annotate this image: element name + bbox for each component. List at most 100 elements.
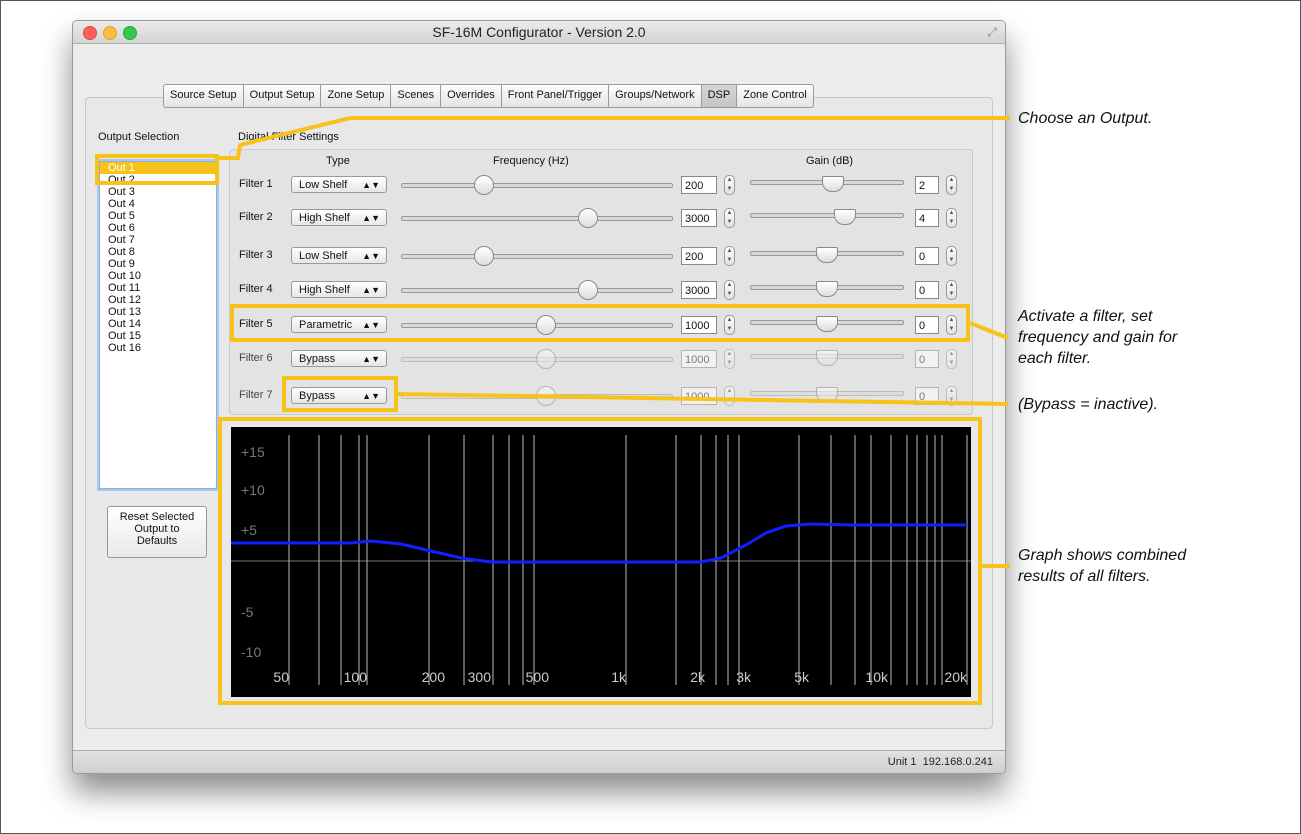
connector-choose [218,116,1010,160]
tab-output-setup[interactable]: Output Setup [244,85,322,107]
gain-slider[interactable] [750,213,904,218]
frequency-slider-knob[interactable] [578,280,598,300]
frequency-slider[interactable] [401,183,673,188]
x-tick-label: 50 [273,669,289,685]
tab-front-panel-trigger[interactable]: Front Panel/Trigger [502,85,610,107]
gain-stepper[interactable]: ▲ ▼ [946,175,957,195]
list-item[interactable]: Out 13 [108,306,142,318]
gain-slider-knob[interactable] [816,281,838,297]
list-item[interactable]: Out 8 [108,246,135,258]
filter-label: Filter 7 [239,389,273,401]
tab-dsp[interactable]: DSP [701,85,738,107]
note-graph: Graph shows combined results of all filt… [1018,545,1186,587]
list-item[interactable]: Out 7 [108,234,135,246]
vertical-gridlines [288,435,968,685]
tab-zone-setup[interactable]: Zone Setup [321,85,392,107]
filter-type-value: Parametric [299,319,353,331]
list-item[interactable]: Out 6 [108,222,135,234]
frequency-slider[interactable] [401,288,673,293]
title-bar[interactable]: SF-16M Configurator - Version 2.0 ⤢ [73,21,1005,44]
zoom-window-button[interactable] [123,26,137,40]
y-tick-label: -5 [241,604,254,620]
gain-field[interactable]: 0 [915,350,939,368]
frequency-slider-knob[interactable] [474,175,494,195]
gain-field[interactable]: 0 [915,316,939,334]
gain-stepper[interactable]: ▲ ▼ [946,386,957,406]
filter-type-select[interactable]: Bypass ▲▼ [291,387,387,404]
frequency-field[interactable]: 3000 [681,281,717,299]
frequency-field[interactable]: 3000 [681,209,717,227]
frequency-field[interactable]: 1000 [681,316,717,334]
frequency-slider[interactable] [401,254,673,259]
gain-field[interactable]: 0 [915,247,939,265]
close-window-button[interactable] [83,26,97,40]
filter-label: Filter 5 [239,318,273,330]
list-item[interactable]: Out 5 [108,210,135,222]
reset-button-line1: Reset Selected [119,511,195,523]
frequency-slider-knob[interactable] [578,208,598,228]
gain-stepper[interactable]: ▲ ▼ [946,349,957,369]
filter-type-select[interactable]: High Shelf ▲▼ [291,209,387,226]
tab-zone-control[interactable]: Zone Control [743,89,807,101]
list-item[interactable]: Out 15 [108,330,142,342]
gain-field[interactable]: 0 [915,281,939,299]
frequency-field[interactable]: 1000 [681,350,717,368]
list-item[interactable]: Out 9 [108,258,135,270]
list-item[interactable]: Out 4 [108,198,135,210]
gain-slider-knob[interactable] [816,350,838,366]
frequency-field[interactable]: 200 [681,176,717,194]
tab-scenes[interactable]: Scenes [391,85,442,107]
reset-output-button[interactable]: Reset Selected Output to Defaults [107,506,207,558]
filter-type-select[interactable]: Parametric ▲▼ [291,316,387,333]
frequency-stepper[interactable]: ▲▼ [724,246,735,266]
list-item[interactable]: Out 16 [108,342,142,354]
type-column-header: Type [326,155,350,167]
minimize-window-button[interactable] [103,26,117,40]
reset-button-line2: Output to [134,523,180,535]
filter-type-select[interactable]: Low Shelf ▲▼ [291,176,387,193]
frequency-slider-knob[interactable] [536,315,556,335]
tab-overrides[interactable]: Overrides [441,85,502,107]
gain-stepper[interactable]: ▲ ▼ [946,246,957,266]
frequency-stepper[interactable]: ▲▼ [724,175,735,195]
list-item[interactable]: Out 1 [100,162,216,174]
select-arrows-icon: ▲▼ [362,285,380,295]
frequency-field[interactable]: 200 [681,247,717,265]
list-item[interactable]: Out 3 [108,186,135,198]
gain-stepper[interactable]: ▲ ▼ [946,315,957,335]
list-item[interactable]: Out 11 [108,282,141,294]
ip-address: 192.168.0.241 [922,756,993,768]
x-tick-label: 500 [526,669,550,685]
filter-row-3: Filter 3 Low Shelf ▲▼ 200 ▲ ▼ 0 ▲ ▼ [229,243,971,269]
gain-field[interactable]: 4 [915,209,939,227]
gain-slider-knob[interactable] [834,209,856,225]
list-item[interactable]: Out 10 [108,270,142,282]
frequency-column-header: Frequency (Hz) [493,155,569,167]
frequency-stepper[interactable]: ▲▼ [724,315,735,335]
filter-type-select[interactable]: High Shelf ▲▼ [291,281,387,298]
frequency-slider-knob[interactable] [536,349,556,369]
gain-slider-knob[interactable] [816,247,838,263]
x-tick-label: 300 [468,669,492,685]
gain-slider-knob[interactable] [822,176,844,192]
frequency-stepper[interactable]: ▲▼ [724,280,735,300]
fullscreen-icon[interactable]: ⤢ [987,25,997,39]
filter-type-value: Bypass [299,353,336,365]
frequency-stepper[interactable]: ▲▼ [724,349,735,369]
gain-stepper[interactable]: ▲ ▼ [946,280,957,300]
output-list[interactable]: Out 1 Out 2 Out 3 Out 4 Out 5 Out 6 Out … [99,161,217,489]
gain-field[interactable]: 0 [915,387,939,405]
list-item[interactable]: Out 14 [108,318,142,330]
tab-groups-network[interactable]: Groups/Network [609,85,702,107]
frequency-slider-knob[interactable] [474,246,494,266]
filter-type-select[interactable]: Bypass ▲▼ [291,350,387,367]
list-item[interactable]: Out 12 [108,294,142,306]
gain-slider-knob[interactable] [816,316,838,332]
frequency-stepper[interactable]: ▲▼ [724,208,735,228]
tab-source-setup[interactable]: Source Setup [164,85,244,107]
filter-type-select[interactable]: Low Shelf ▲▼ [291,247,387,264]
gain-field[interactable]: 2 [915,176,939,194]
gain-stepper[interactable]: ▲ ▼ [946,208,957,228]
frequency-slider[interactable] [401,216,673,221]
highlight-graph [218,417,982,705]
